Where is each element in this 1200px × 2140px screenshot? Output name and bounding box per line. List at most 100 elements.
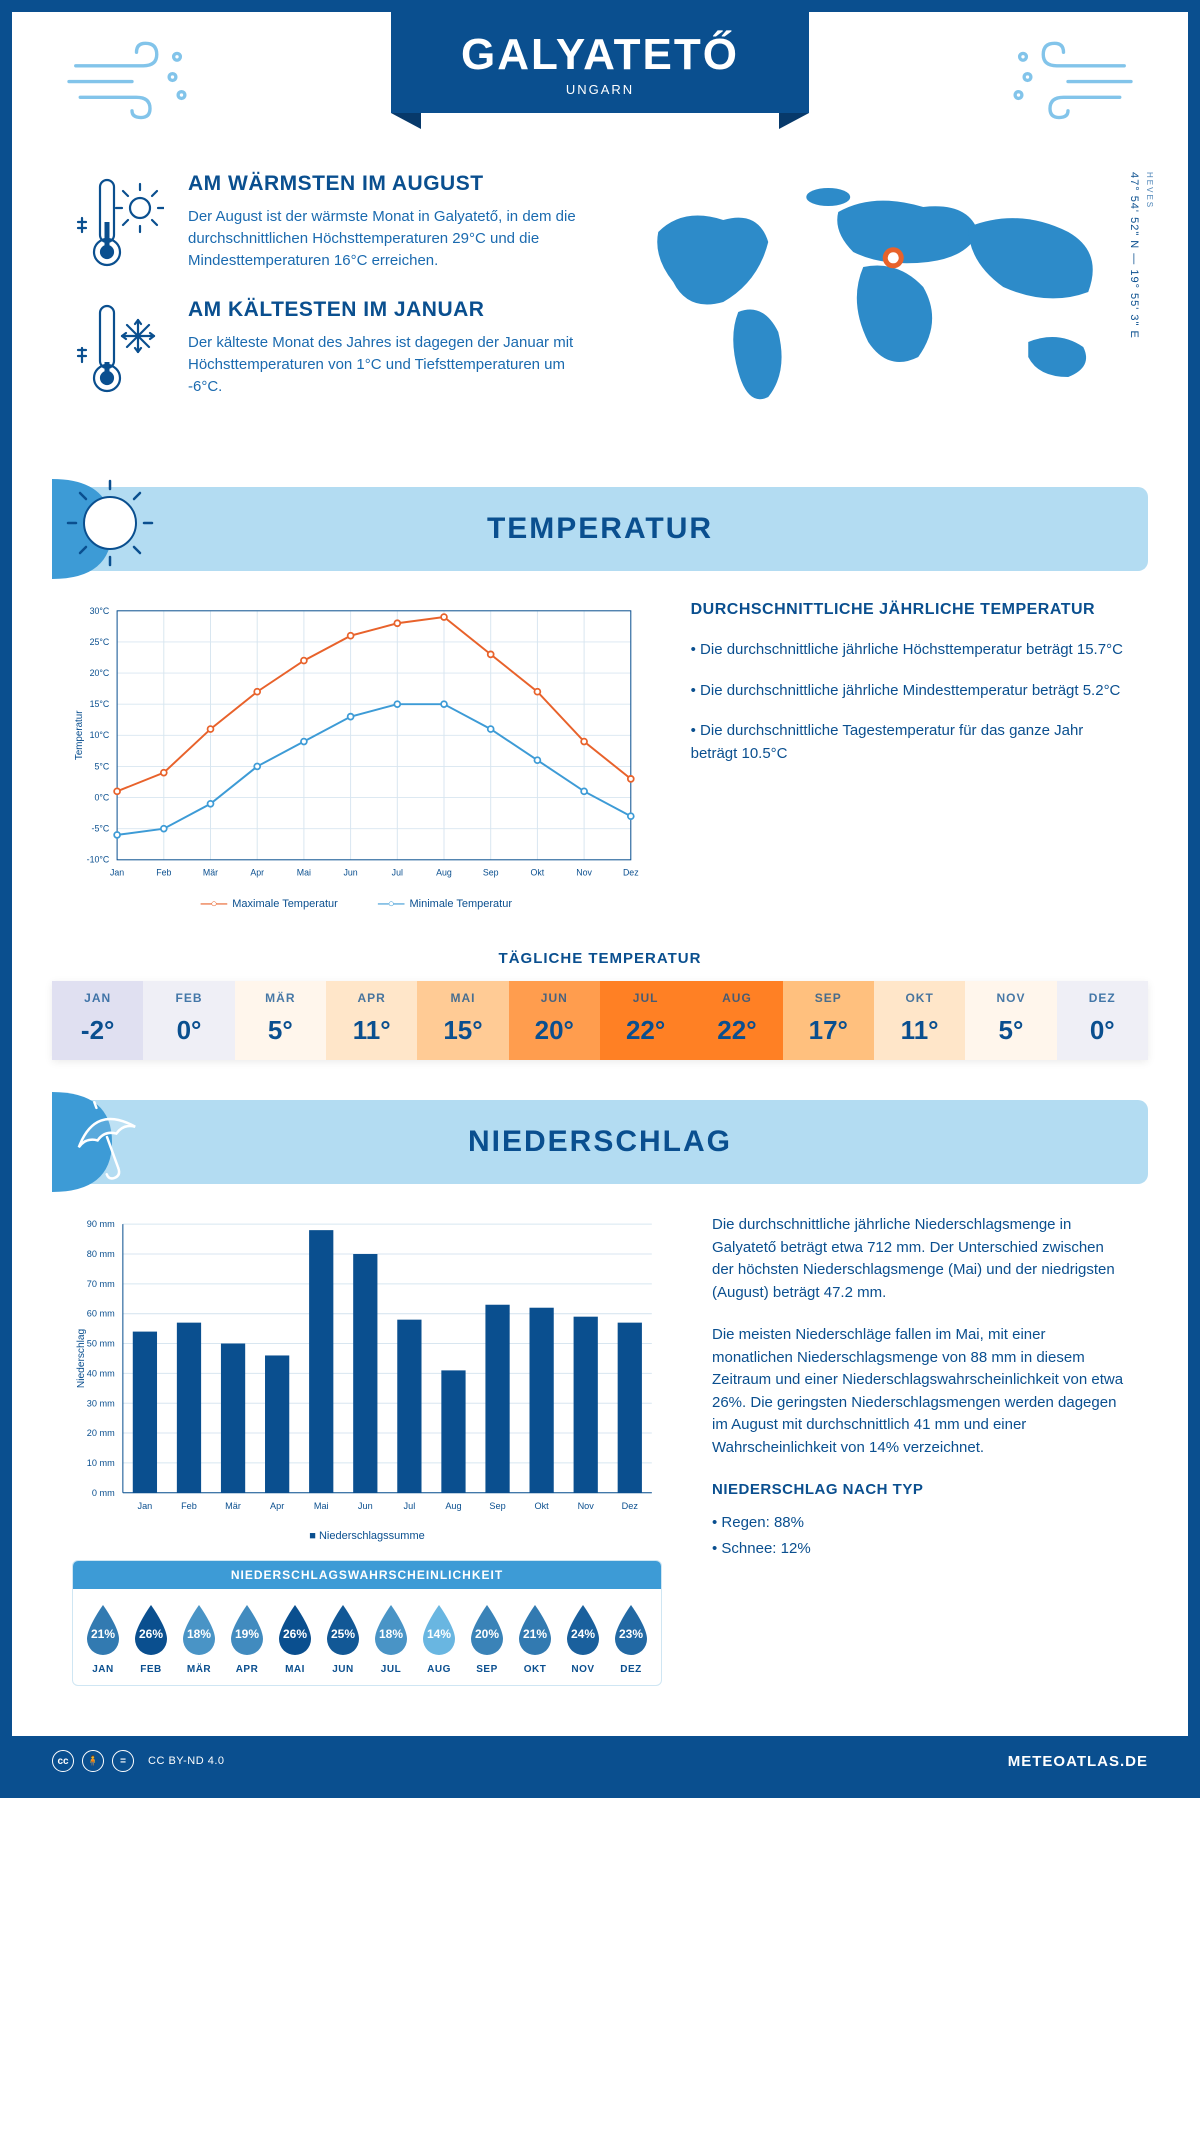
daily-value: -2° [52, 1015, 143, 1046]
probability-drop: 24% NOV [559, 1603, 607, 1675]
coordinates: 47° 54' 52" N — 19° 55' 3" E [1128, 172, 1140, 339]
world-map: HEVES 47° 54' 52" N — 19° 55' 3" E [628, 172, 1128, 437]
daily-month: AUG [691, 991, 782, 1005]
svg-text:90 mm: 90 mm [87, 1220, 115, 1230]
daily-month: FEB [143, 991, 234, 1005]
country-name: UNGARN [461, 82, 739, 97]
probability-drop: 18%MÄR [175, 1603, 223, 1675]
svg-text:-5°C: -5°C [92, 824, 110, 834]
drop-pct: 20% [463, 1627, 511, 1641]
precipitation-banner: NIEDERSCHLAG [52, 1100, 1148, 1184]
daily-value: 20° [509, 1015, 600, 1046]
daily-temp-cell: SEP17° [783, 981, 874, 1060]
drop-month: NOV [559, 1664, 607, 1675]
probability-drop: 18%JUL [367, 1603, 415, 1675]
daily-value: 5° [965, 1015, 1056, 1046]
coldest-title: AM KÄLTESTEN IM JANUAR [188, 298, 598, 322]
precip-chart-svg: 0 mm10 mm20 mm30 mm40 mm50 mm60 mm70 mm8… [72, 1214, 662, 1519]
temperature-title: TEMPERATUR [487, 512, 713, 546]
daily-temp-cell: NOV5° [965, 981, 1056, 1060]
svg-text:Mai: Mai [314, 1501, 329, 1511]
svg-text:Okt: Okt [531, 867, 545, 877]
drop-month: MÄR [175, 1664, 223, 1675]
drop-month: AUG [415, 1664, 463, 1675]
precip-legend: Niederschlagssumme [72, 1530, 662, 1542]
daily-month: OKT [874, 991, 965, 1005]
cc-icon: cc [52, 1750, 74, 1772]
svg-text:Dez: Dez [622, 1501, 639, 1511]
precipitation-text: Die durchschnittliche jährliche Niedersc… [712, 1214, 1128, 1686]
legend-min: Minimale Temperatur [378, 898, 512, 910]
info-row: AM WÄRMSTEN IM AUGUST Der August ist der… [12, 142, 1188, 477]
title-ribbon: GALYATETŐ UNGARN [391, 12, 809, 113]
daily-value: 0° [1057, 1015, 1148, 1046]
probability-box: NIEDERSCHLAGSWAHRSCHEINLICHKEIT 21%JAN26… [72, 1560, 662, 1686]
precip-type-title: NIEDERSCHLAG NACH TYP [712, 1479, 1128, 1502]
svg-text:10°C: 10°C [90, 730, 110, 740]
svg-text:Dez: Dez [623, 867, 639, 877]
coldest-block: AM KÄLTESTEN IM JANUAR Der kälteste Mona… [72, 298, 598, 398]
precip-type-bullet: • Schnee: 12% [712, 1538, 1128, 1561]
daily-value: 5° [235, 1015, 326, 1046]
probability-drop: 26% MAI [271, 1603, 319, 1675]
svg-text:25°C: 25°C [90, 637, 110, 647]
drop-month: OKT [511, 1664, 559, 1675]
daily-temp-cell: DEZ 0° [1057, 981, 1148, 1060]
sun-icon [52, 479, 162, 579]
daily-temp-cell: JUL22° [600, 981, 691, 1060]
drop-month: DEZ [607, 1664, 655, 1675]
drop-month: MAI [271, 1664, 319, 1675]
drop-pct: 24% [559, 1627, 607, 1641]
probability-drop: 26% FEB [127, 1603, 175, 1675]
daily-value: 22° [691, 1015, 782, 1046]
svg-text:Apr: Apr [270, 1501, 284, 1511]
drop-pct: 26% [271, 1627, 319, 1641]
license-badges: cc 🧍 = CC BY-ND 4.0 [52, 1750, 225, 1772]
daily-temp-cell: APR11° [326, 981, 417, 1060]
site-name: METEOATLAS.DE [1008, 1753, 1148, 1770]
city-name: GALYATETŐ [461, 30, 739, 80]
temperature-line-chart: -10°C-5°C0°C5°C10°C15°C20°C25°C30°CJanFe… [72, 601, 641, 910]
drop-month: FEB [127, 1664, 175, 1675]
daily-temp-title: TÄGLICHE TEMPERATUR [12, 950, 1188, 967]
daily-month: JUL [600, 991, 691, 1005]
temp-facts-title: DURCHSCHNITTLICHE JÄHRLICHE TEMPERATUR [691, 601, 1128, 619]
daily-temp-cell: MÄR 5° [235, 981, 326, 1060]
svg-text:0 mm: 0 mm [92, 1488, 115, 1498]
daily-temp-cell: MAI15° [417, 981, 508, 1060]
drop-pct: 26% [127, 1627, 175, 1641]
drop-pct: 14% [415, 1627, 463, 1641]
thermometer-cold-icon [72, 298, 164, 398]
temp-fact-bullet: • Die durchschnittliche jährliche Mindes… [691, 680, 1128, 703]
temp-fact-bullet: • Die durchschnittliche Tagestemperatur … [691, 720, 1128, 765]
umbrella-icon [52, 1092, 162, 1192]
svg-text:-10°C: -10°C [87, 855, 110, 865]
svg-text:20°C: 20°C [90, 668, 110, 678]
svg-text:Feb: Feb [156, 867, 171, 877]
nd-icon: = [112, 1750, 134, 1772]
svg-text:Aug: Aug [445, 1501, 461, 1511]
daily-month: DEZ [1057, 991, 1148, 1005]
daily-month: MÄR [235, 991, 326, 1005]
drop-month: JUL [367, 1664, 415, 1675]
probability-drop: 19%APR [223, 1603, 271, 1675]
thermometer-hot-icon [72, 172, 164, 272]
svg-text:Nov: Nov [578, 1501, 595, 1511]
drop-pct: 19% [223, 1627, 271, 1641]
daily-month: JUN [509, 991, 600, 1005]
world-map-svg [628, 172, 1128, 432]
svg-text:5°C: 5°C [94, 761, 109, 771]
drop-month: JAN [79, 1664, 127, 1675]
svg-text:Jun: Jun [343, 867, 357, 877]
svg-text:70 mm: 70 mm [87, 1279, 115, 1289]
svg-text:15°C: 15°C [90, 699, 110, 709]
temp-chart-legend: Maximale Temperatur Minimale Temperatur [72, 898, 641, 910]
svg-text:Jun: Jun [358, 1501, 373, 1511]
daily-month: JAN [52, 991, 143, 1005]
svg-text:Jan: Jan [110, 867, 124, 877]
probability-drops: 21%JAN26%FEB18%MÄR19%APR26%MAI25%JUN18%J… [73, 1589, 661, 1685]
svg-text:Jul: Jul [392, 867, 403, 877]
daily-value: 17° [783, 1015, 874, 1046]
daily-temp-cell: JAN -2° [52, 981, 143, 1060]
daily-temp-cell: OKT11° [874, 981, 965, 1060]
